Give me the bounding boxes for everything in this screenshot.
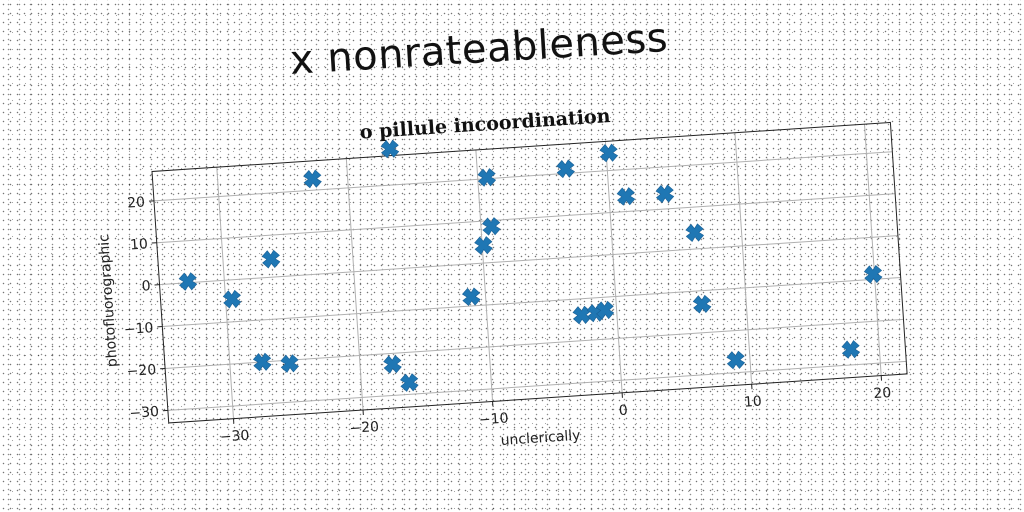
scatter-point-x-marker xyxy=(841,340,861,359)
scatter-point-x-marker xyxy=(599,143,619,163)
scatter-point-x-marker xyxy=(616,187,636,206)
x-axis-label: unclerically xyxy=(500,428,581,449)
data-points xyxy=(178,139,883,392)
y-tick-label: −20 xyxy=(126,362,157,380)
scatter-point-x-marker xyxy=(685,223,705,243)
y-grid-line xyxy=(156,193,896,244)
x-tick-label: 0 xyxy=(618,403,628,420)
y-axis-ticks: −30 −20 −10 0 10 20 xyxy=(123,194,168,422)
figure-title: x nonrateableness xyxy=(288,14,670,84)
y-grid-line xyxy=(162,277,901,328)
plot-area-frame xyxy=(151,121,908,424)
x-tick-label: 20 xyxy=(873,385,892,402)
grid-lines xyxy=(153,124,907,419)
scatter-chart: o pillule incoordination −30 −20 −10 0 10 20 … xyxy=(69,72,951,488)
scatter-point-x-marker xyxy=(572,305,592,325)
y-grid-line xyxy=(153,151,893,202)
y-tick-label: 0 xyxy=(141,278,151,295)
scatter-point-x-marker xyxy=(477,168,497,187)
y-tick-label: 10 xyxy=(130,236,149,253)
scatter-point-x-marker xyxy=(726,350,746,370)
chart-svg: −30 −20 −10 0 10 20 −30 −20 −10 0 10 20 unclerical… xyxy=(96,121,908,449)
y-tick-label: −30 xyxy=(129,404,160,422)
x-grid-line xyxy=(475,149,494,402)
y-grid-line xyxy=(167,360,907,411)
x-tick-label: −20 xyxy=(349,419,380,437)
scatter-point-x-marker xyxy=(692,294,712,314)
x-grid-line xyxy=(863,124,882,376)
x-grid-line xyxy=(604,141,623,393)
y-grid-line xyxy=(165,318,904,369)
scatter-point-x-marker xyxy=(655,184,675,204)
scatter-point-x-marker xyxy=(222,289,242,309)
scatter-point-x-marker xyxy=(383,355,402,374)
scatter-point-x-marker xyxy=(178,272,198,291)
scatter-point-x-marker xyxy=(380,139,400,159)
y-tick-label: −10 xyxy=(123,320,154,338)
scatter-point-x-marker xyxy=(261,249,281,269)
x-grid-line xyxy=(734,132,753,385)
scatter-point-x-marker xyxy=(863,264,883,284)
x-tick-label: −30 xyxy=(219,428,250,446)
scatter-point-x-marker xyxy=(474,236,493,255)
scatter-point-x-marker xyxy=(280,354,300,373)
x-tick-label: −10 xyxy=(478,410,509,428)
x-tick-label: 10 xyxy=(743,394,762,411)
y-tick-label: 20 xyxy=(127,194,146,211)
scatter-point-x-marker xyxy=(595,300,615,320)
x-grid-line xyxy=(345,158,364,411)
x-grid-line xyxy=(216,167,234,419)
scatter-point-x-marker xyxy=(556,159,575,179)
scatter-point-x-marker xyxy=(482,217,501,236)
x-axis-ticks: −30 −20 −10 0 10 20 xyxy=(219,375,892,446)
scatter-point-x-marker xyxy=(400,373,419,392)
y-grid-line xyxy=(159,235,898,286)
scatter-point-x-marker xyxy=(303,169,322,189)
y-axis-label: photofluorographic xyxy=(96,234,121,368)
scatter-point-x-marker xyxy=(461,287,481,307)
scatter-point-x-marker xyxy=(252,352,272,372)
